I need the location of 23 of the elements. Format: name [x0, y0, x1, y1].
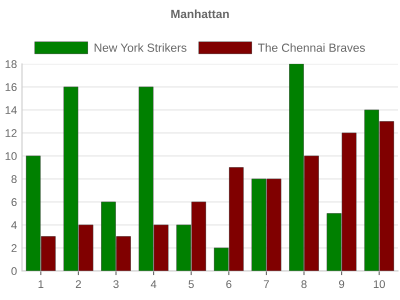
x-tick-label: 3 [113, 280, 119, 288]
y-tick-label: 2 [12, 244, 17, 252]
y-tick-label: 14 [6, 106, 17, 114]
y-tick-label: 18 [6, 60, 17, 68]
x-tick-label: 9 [339, 280, 344, 288]
y-tick-label: 4 [11, 221, 17, 229]
x-tick-label: 8 [301, 280, 307, 288]
x-tick-label: 1 [38, 280, 44, 288]
x-tick-label: 7 [264, 280, 269, 288]
y-tick-label: 0 [11, 267, 17, 276]
x-tick-label: 2 [76, 280, 81, 288]
y-tick-label: 12 [6, 129, 17, 137]
y-tick-label: 8 [11, 175, 17, 184]
chart-title: Manhattan [171, 10, 229, 18]
x-tick-label: 5 [188, 280, 194, 288]
x-tick-label: 4 [150, 280, 156, 288]
y-tick-label: 10 [6, 152, 17, 160]
y-tick-label: 6 [12, 198, 17, 206]
legend-label: New York Strikers [94, 43, 186, 52]
y-tick-label: 16 [6, 83, 17, 92]
x-tick-label: 10 [374, 280, 385, 288]
legend-label: The Chennai Braves [258, 43, 365, 52]
x-tick-label: 6 [226, 280, 232, 288]
